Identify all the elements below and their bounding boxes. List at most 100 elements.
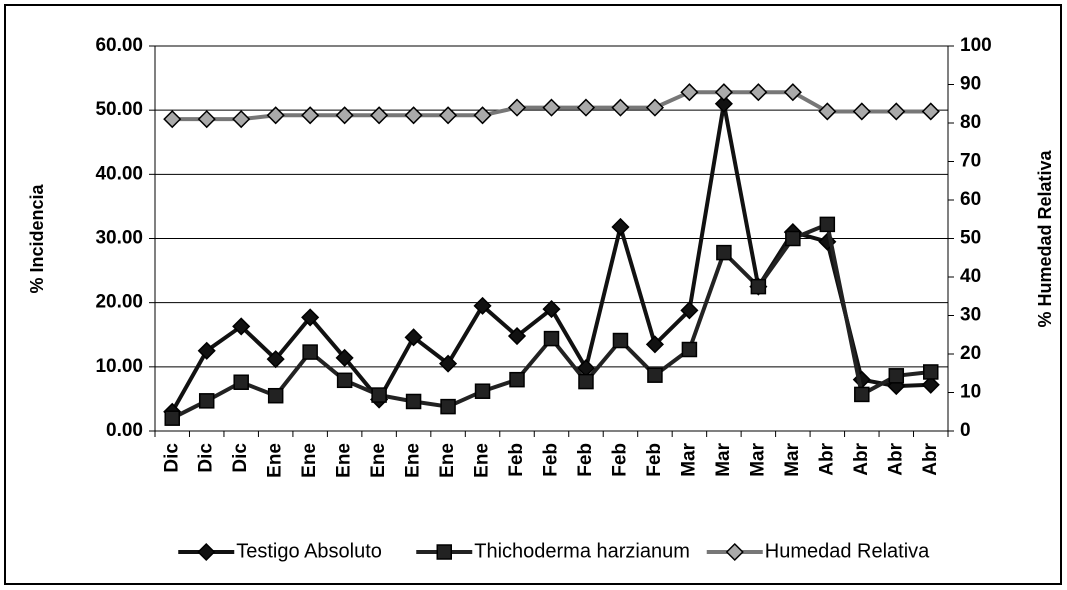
x-tick-label: Feb xyxy=(506,443,527,477)
data-point xyxy=(197,341,216,360)
data-point xyxy=(232,317,251,336)
x-tick-label: Mar xyxy=(678,442,699,476)
data-point xyxy=(611,217,630,237)
data-point xyxy=(887,102,906,121)
x-tick-label: Ene xyxy=(403,443,424,478)
data-point xyxy=(266,106,285,125)
legend-label: Humedad Relativa xyxy=(765,540,930,562)
data-point xyxy=(542,300,561,319)
x-tick-label: Ene xyxy=(437,443,458,478)
data-point xyxy=(371,387,387,403)
data-point xyxy=(578,373,594,390)
x-tick-label: Feb xyxy=(609,443,630,477)
data-point xyxy=(680,83,699,102)
x-tick-label: Feb xyxy=(541,443,562,477)
data-point xyxy=(645,98,664,117)
data-point xyxy=(611,98,630,117)
y-tick-label: 20.00 xyxy=(95,292,143,313)
y2-tick-label: 90 xyxy=(960,74,981,95)
data-point xyxy=(507,326,527,346)
x-tick-label: Ene xyxy=(472,443,493,478)
data-point xyxy=(612,332,629,349)
data-point xyxy=(714,94,733,113)
y2-tick-label: 10 xyxy=(960,382,981,403)
data-point xyxy=(854,386,870,403)
y-tick-label: 30.00 xyxy=(95,228,143,249)
x-tick-label: Dic xyxy=(196,443,217,473)
data-point xyxy=(680,301,699,320)
data-point xyxy=(302,344,318,360)
x-tick-label: Abr xyxy=(885,442,906,475)
x-tick-label: Abr xyxy=(851,442,872,475)
data-point xyxy=(473,106,492,125)
data-point xyxy=(164,410,180,426)
legend-marker xyxy=(197,542,216,562)
y-tick-label: 60.00 xyxy=(95,35,143,56)
data-point xyxy=(232,110,251,129)
data-point xyxy=(474,383,491,399)
legend-label: Testigo Absoluto xyxy=(236,540,382,562)
y2-axis-title: % Humedad Relativa xyxy=(1035,149,1055,327)
data-point xyxy=(888,368,905,384)
legend-marker xyxy=(725,542,744,562)
data-point xyxy=(266,350,285,369)
y-tick-label: 0.00 xyxy=(106,420,143,441)
x-tick-label: Ene xyxy=(334,443,355,478)
data-point xyxy=(783,83,802,102)
data-point xyxy=(440,398,456,415)
data-point xyxy=(716,244,732,261)
data-point xyxy=(404,328,423,347)
data-point xyxy=(543,330,560,347)
legend-label: Thichoderma harzianum xyxy=(474,540,690,562)
data-point xyxy=(507,98,527,117)
data-point xyxy=(576,98,596,117)
y-tick-label: 50.00 xyxy=(95,99,143,120)
data-point xyxy=(818,102,837,121)
data-point xyxy=(509,371,525,388)
y-axis-title: % Incidencia xyxy=(27,183,47,293)
data-point xyxy=(749,83,768,102)
data-point xyxy=(198,393,215,409)
data-point xyxy=(542,98,561,117)
x-tick-label: Feb xyxy=(644,443,665,477)
x-tick-label: Mar xyxy=(747,442,768,476)
y2-tick-label: 20 xyxy=(960,343,981,364)
data-point xyxy=(852,102,871,121)
data-point xyxy=(439,106,458,125)
y2-tick-label: 30 xyxy=(960,305,981,326)
y2-tick-label: 0 xyxy=(960,420,971,441)
data-point xyxy=(921,375,940,394)
data-point xyxy=(473,296,492,315)
data-point xyxy=(336,372,353,389)
x-tick-label: Ene xyxy=(265,443,286,478)
y-tick-label: 40.00 xyxy=(95,163,143,184)
x-tick-label: Feb xyxy=(575,443,596,477)
y2-tick-label: 100 xyxy=(960,35,992,56)
data-point xyxy=(163,110,182,129)
data-point xyxy=(404,106,423,125)
chart-border xyxy=(4,4,1062,585)
y2-tick-label: 50 xyxy=(960,228,981,249)
data-point xyxy=(439,354,458,373)
data-point xyxy=(645,335,664,354)
x-tick-label: Mar xyxy=(782,442,803,476)
x-tick-label: Abr xyxy=(920,442,941,475)
data-point xyxy=(301,106,320,125)
data-point xyxy=(370,106,389,125)
data-point xyxy=(197,110,216,129)
y2-tick-label: 60 xyxy=(960,189,981,210)
data-point xyxy=(233,374,249,390)
y2-tick-label: 80 xyxy=(960,112,981,133)
x-tick-label: Dic xyxy=(161,443,182,473)
y-tick-label: 10.00 xyxy=(95,356,143,377)
data-point xyxy=(405,393,422,410)
x-tick-label: Ene xyxy=(368,443,389,478)
data-point xyxy=(681,341,698,358)
data-point xyxy=(819,216,836,233)
x-tick-label: Dic xyxy=(230,443,251,473)
legend-marker xyxy=(436,544,452,560)
data-point xyxy=(750,278,767,295)
x-tick-label: Abr xyxy=(816,442,837,475)
data-point xyxy=(714,83,733,102)
